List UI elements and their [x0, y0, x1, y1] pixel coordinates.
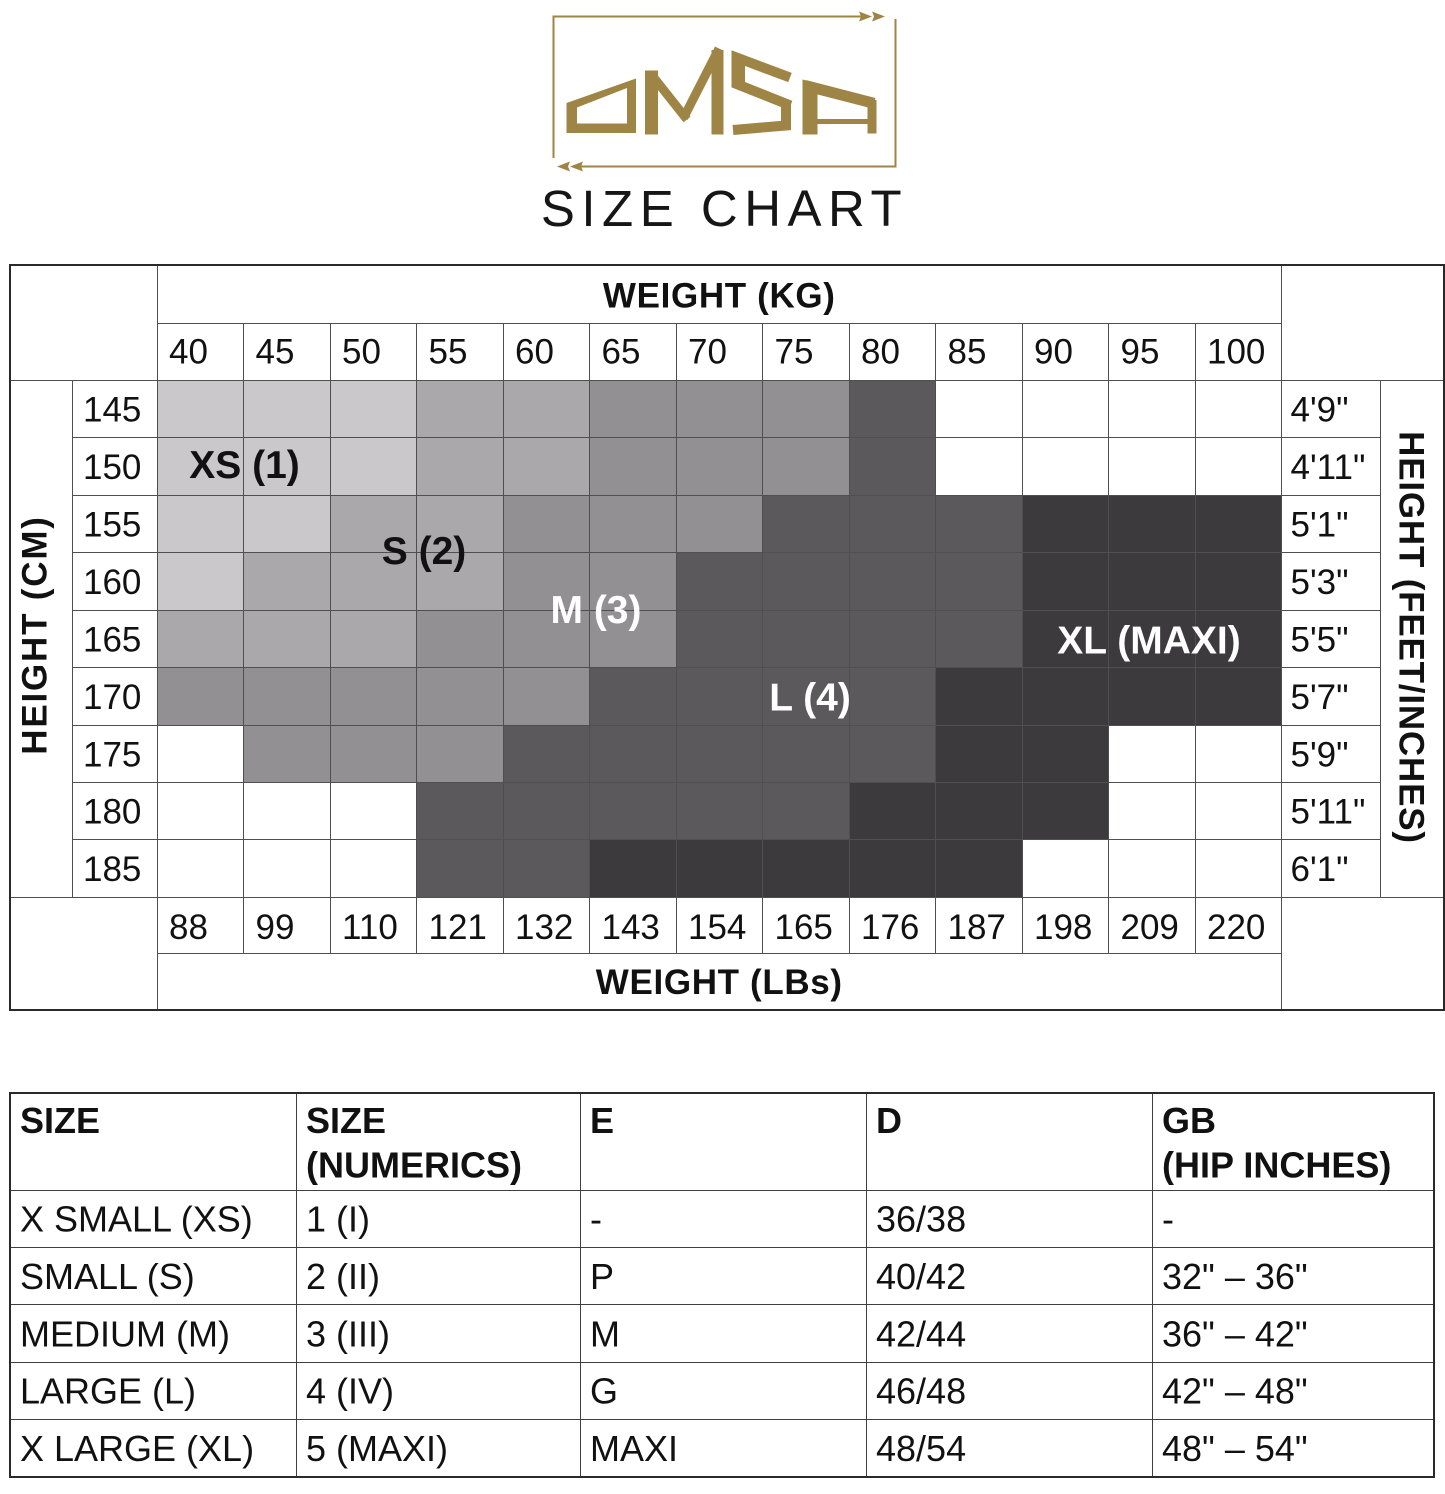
svg-text:100: 100 [1207, 333, 1265, 372]
svg-text:60: 60 [515, 333, 554, 372]
svg-text:36" – 42": 36" – 42" [1162, 1313, 1308, 1354]
svg-text:50: 50 [342, 333, 381, 372]
svg-text:160: 160 [83, 563, 141, 602]
svg-text:5'1": 5'1" [1291, 505, 1349, 544]
svg-text:SMALL (S): SMALL (S) [20, 1256, 195, 1297]
svg-text:170: 170 [83, 678, 141, 717]
svg-text:5'7": 5'7" [1291, 678, 1349, 717]
svg-text:G: G [590, 1371, 618, 1412]
svg-text:85: 85 [948, 333, 987, 372]
svg-text:4'11": 4'11" [1291, 448, 1366, 487]
svg-text:95: 95 [1121, 333, 1160, 372]
svg-text:99: 99 [256, 908, 295, 947]
svg-text:42" – 48": 42" – 48" [1162, 1371, 1308, 1412]
svg-text:187: 187 [948, 908, 1006, 947]
svg-text:2 (II): 2 (II) [306, 1256, 380, 1297]
svg-text:80: 80 [861, 333, 900, 372]
svg-text:220: 220 [1207, 908, 1265, 947]
svg-text:XL (MAXI): XL (MAXI) [1057, 620, 1240, 663]
svg-text:M: M [590, 1313, 620, 1354]
svg-text:48/54: 48/54 [876, 1428, 966, 1469]
svg-text:MEDIUM (M): MEDIUM (M) [20, 1313, 230, 1354]
svg-text:75: 75 [775, 333, 814, 372]
svg-text:180: 180 [83, 793, 141, 832]
svg-text:HEIGHT (CM): HEIGHT (CM) [16, 515, 55, 755]
svg-text:110: 110 [342, 908, 398, 947]
svg-text:46/48: 46/48 [876, 1371, 966, 1412]
svg-text:175: 175 [83, 735, 141, 774]
svg-text:121: 121 [429, 908, 487, 947]
svg-text:(HIP INCHES): (HIP INCHES) [1162, 1145, 1391, 1186]
svg-text:3 (III): 3 (III) [306, 1313, 390, 1354]
svg-text:GB: GB [1162, 1100, 1216, 1141]
svg-text:70: 70 [688, 333, 727, 372]
svg-text:-: - [590, 1199, 602, 1240]
svg-text:88: 88 [169, 908, 208, 947]
svg-text:P: P [590, 1256, 614, 1297]
svg-text:M (3): M (3) [551, 589, 642, 632]
svg-text:L (4): L (4) [769, 677, 851, 720]
svg-text:176: 176 [861, 908, 919, 947]
svg-text:65: 65 [602, 333, 641, 372]
svg-text:165: 165 [775, 908, 833, 947]
svg-text:155: 155 [83, 505, 141, 544]
svg-text:SIZE: SIZE [20, 1100, 100, 1141]
svg-text:209: 209 [1121, 908, 1179, 947]
svg-text:42/44: 42/44 [876, 1313, 966, 1354]
svg-text:4 (IV): 4 (IV) [306, 1371, 394, 1412]
svg-text:32" – 36": 32" – 36" [1162, 1256, 1308, 1297]
svg-text:132: 132 [515, 908, 573, 947]
svg-text:45: 45 [256, 333, 295, 372]
svg-text:MAXI: MAXI [590, 1428, 678, 1469]
svg-text:E: E [590, 1100, 614, 1141]
svg-text:X SMALL (XS): X SMALL (XS) [20, 1199, 253, 1240]
svg-text:1 (I): 1 (I) [306, 1199, 370, 1240]
svg-text:165: 165 [83, 620, 141, 659]
svg-text:(NUMERICS): (NUMERICS) [306, 1145, 522, 1186]
svg-text:36/38: 36/38 [876, 1199, 966, 1240]
svg-text:S (2): S (2) [382, 530, 467, 573]
svg-text:6'1": 6'1" [1291, 850, 1349, 889]
svg-text:145: 145 [83, 390, 141, 429]
svg-text:5'3": 5'3" [1291, 563, 1349, 602]
svg-text:SIZE: SIZE [306, 1100, 386, 1141]
svg-text:55: 55 [429, 333, 468, 372]
svg-text:X LARGE (XL): X LARGE (XL) [20, 1428, 254, 1469]
svg-text:185: 185 [83, 850, 141, 889]
svg-text:90: 90 [1034, 333, 1073, 372]
svg-text:WEIGHT (LBs): WEIGHT (LBs) [596, 963, 843, 1002]
svg-text:WEIGHT (KG): WEIGHT (KG) [603, 277, 836, 316]
svg-text:HEIGHT (FEET/INCHES): HEIGHT (FEET/INCHES) [1392, 431, 1431, 844]
svg-text:D: D [876, 1100, 902, 1141]
svg-text:5'11": 5'11" [1291, 793, 1366, 832]
svg-text:-: - [1162, 1199, 1174, 1240]
svg-text:48" – 54": 48" – 54" [1162, 1428, 1308, 1469]
svg-text:5 (MAXI): 5 (MAXI) [306, 1428, 448, 1469]
svg-text:5'5": 5'5" [1291, 620, 1349, 659]
svg-text:LARGE (L): LARGE (L) [20, 1371, 196, 1412]
svg-text:5'9": 5'9" [1291, 735, 1349, 774]
svg-text:SIZE CHART: SIZE CHART [541, 180, 908, 237]
svg-text:150: 150 [83, 448, 141, 487]
svg-text:143: 143 [602, 908, 660, 947]
svg-text:40/42: 40/42 [876, 1256, 966, 1297]
svg-text:XS (1): XS (1) [189, 444, 300, 487]
svg-text:40: 40 [169, 333, 208, 372]
svg-text:198: 198 [1034, 908, 1092, 947]
svg-text:4'9": 4'9" [1291, 390, 1349, 429]
svg-text:154: 154 [688, 908, 746, 947]
